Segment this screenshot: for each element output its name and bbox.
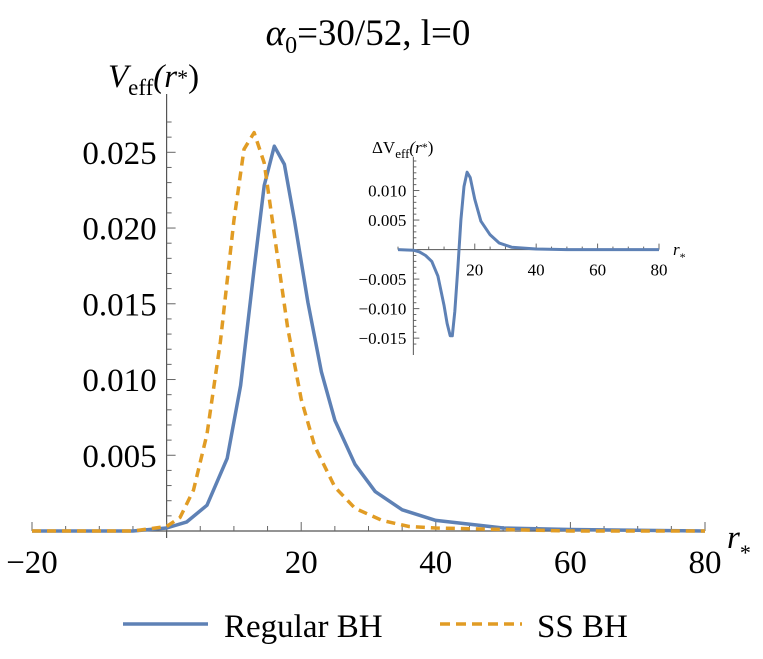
legend: Regular BH SS BH — [123, 609, 628, 645]
inset-y-tick-label: 0.005 — [368, 211, 406, 230]
inset-plot-axes: 20 40 60 80 −0.015 −0.010 −0.005 0.005 0.010 — [359, 157, 668, 355]
inset-y-tick-label: 0.010 — [368, 181, 406, 200]
chart-title: α0=30/52, l=0 — [266, 13, 471, 59]
x-tick-label: −20 — [6, 545, 58, 581]
legend-label-ss-bh: SS BH — [537, 609, 628, 645]
inset-x-tick-label: 60 — [589, 261, 606, 280]
y-tick-label: 0.015 — [82, 287, 156, 323]
series-ss-bh — [32, 130, 705, 533]
inset-x-axis-label: r* — [673, 240, 686, 264]
legend-label-regular-bh: Regular BH — [224, 609, 383, 645]
main-plot-series — [32, 130, 706, 533]
x-tick-label: 20 — [285, 545, 318, 581]
inset-plot-series — [397, 170, 659, 338]
x-tick-label: 80 — [689, 545, 722, 581]
y-tick-label: 0.010 — [82, 363, 156, 399]
inset-y-tick-label: −0.010 — [359, 300, 407, 319]
x-axis-label: r* — [727, 520, 751, 565]
x-tick-label: 60 — [554, 545, 587, 581]
inset-y-axis-label: ΔVeff(r*) — [372, 138, 433, 161]
y-tick-label: 0.020 — [82, 212, 156, 248]
y-tick-label: 0.005 — [82, 439, 156, 475]
inset-x-tick-label: 20 — [466, 261, 483, 280]
y-tick-label: 0.025 — [82, 136, 156, 172]
y-axis-label: Veff(r*) — [108, 59, 199, 100]
inset-y-tick-label: −0.005 — [359, 270, 407, 289]
x-tick-label: 40 — [419, 545, 452, 581]
inset-x-tick-label: 40 — [528, 261, 545, 280]
series-regular-bh — [32, 144, 706, 533]
main-plot-axes: −20 20 40 60 80 0.005 0.010 0.015 0.020 0.025 — [6, 94, 722, 581]
inset-y-tick-label: −0.015 — [359, 329, 407, 348]
inset-x-tick-label: 80 — [651, 261, 668, 280]
inset-series-line — [397, 170, 659, 338]
